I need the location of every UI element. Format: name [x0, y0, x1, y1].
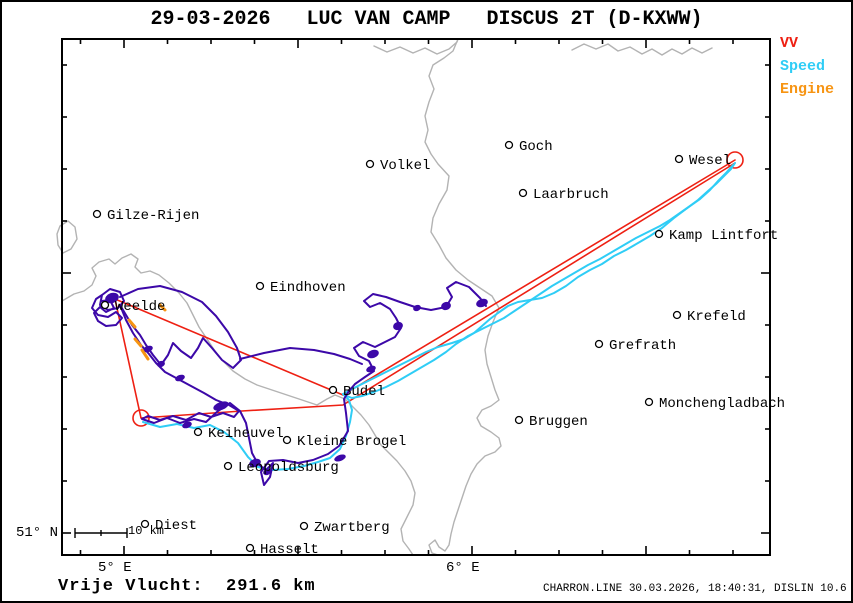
- town-marker: [299, 521, 309, 531]
- engine-segment: [158, 303, 167, 312]
- engine-segment: [133, 337, 143, 348]
- town-marker: [328, 385, 338, 395]
- axis-label-longitude-6e: 6° E: [446, 560, 480, 576]
- plot-title: 29-03-2026 LUC VAN CAMP DISCUS 2T (D-KXW…: [150, 8, 703, 31]
- town-label: Kamp Lintfort: [669, 228, 778, 244]
- thermal-knot: [393, 321, 403, 331]
- vv-leg-line: [114, 298, 142, 419]
- thermal-knot: [182, 421, 192, 429]
- gps-track-line: [239, 347, 363, 365]
- town-label: Wesel: [689, 153, 731, 169]
- town-marker: [504, 140, 514, 150]
- town-marker: [193, 427, 203, 437]
- map-border-line: [571, 43, 713, 56]
- town-marker: [365, 159, 375, 169]
- town-marker: [223, 461, 233, 471]
- town-marker: [514, 415, 524, 425]
- town-marker: [518, 188, 528, 198]
- town-marker: [672, 310, 682, 320]
- legend-vv: VV: [780, 35, 799, 52]
- gps-track-line: [119, 285, 242, 369]
- town-label: Leopoldsburg: [238, 460, 339, 476]
- engine-segment: [140, 348, 150, 361]
- plot-frame: [61, 38, 771, 556]
- map-border-line: [373, 38, 502, 556]
- thermal-knot: [105, 292, 119, 304]
- legend-speed: Speed: [780, 58, 826, 75]
- gps-track-line: [119, 281, 487, 486]
- town-label: Zwartberg: [314, 520, 390, 536]
- town-label: Grefrath: [609, 338, 676, 354]
- vv-leg-line: [114, 159, 736, 396]
- town-label: Goch: [519, 139, 553, 155]
- town-marker: [140, 519, 150, 529]
- town-label: Weelde: [115, 299, 165, 315]
- thermal-knot: [249, 458, 261, 468]
- town-label: Keiheuvel: [208, 426, 284, 442]
- town-marker: [255, 281, 265, 291]
- thermal-knot: [157, 360, 165, 368]
- thermal-knot: [263, 468, 271, 476]
- town-marker: [282, 435, 292, 445]
- town-label: Laarbruch: [533, 187, 609, 203]
- town-label: Budel: [343, 384, 385, 400]
- axis-label-latitude: 51° N: [16, 525, 59, 541]
- town-marker: [92, 209, 102, 219]
- town-label: Gilze-Rijen: [107, 208, 199, 224]
- legend-engine: Engine: [780, 81, 835, 98]
- thermal-knot: [476, 298, 488, 308]
- speed-trace-line: [142, 393, 353, 471]
- town-label: Bruggen: [529, 414, 588, 430]
- town-marker: [654, 229, 664, 239]
- map-border-line: [56, 220, 78, 254]
- town-marker: [245, 543, 255, 553]
- town-marker: [100, 300, 110, 310]
- thermal-knot: [413, 304, 421, 312]
- turnpoint-circle: [132, 409, 150, 427]
- thermal-knot: [334, 454, 346, 462]
- thermal-knot: [213, 401, 229, 411]
- thermal-knot: [143, 345, 153, 353]
- town-label: Eindhoven: [270, 280, 346, 296]
- turnpoint-circle: [726, 151, 744, 169]
- town-label: Krefeld: [687, 309, 746, 325]
- town-label: Volkel: [380, 158, 430, 174]
- town-label: Diest: [155, 518, 197, 534]
- vv-leg-line: [140, 162, 736, 419]
- town-label: Monchengladbach: [659, 396, 785, 412]
- town-marker: [674, 154, 684, 164]
- town-marker: [644, 397, 654, 407]
- scale-bar-label: 10 km: [128, 524, 165, 538]
- thermal-knot: [175, 374, 185, 382]
- free-flight-distance: Vrije Vlucht: 291.6 km: [58, 577, 316, 596]
- engine-segment: [127, 318, 137, 329]
- thermal-knot: [366, 365, 376, 373]
- axis-label-longitude-5e: 5° E: [98, 560, 132, 576]
- credit-line: CHARRON.LINE 30.03.2026, 18:40:31, DISLI…: [543, 583, 847, 595]
- town-marker: [594, 339, 604, 349]
- map-border-line: [61, 253, 416, 556]
- thermal-knot: [367, 349, 379, 359]
- town-label: Kleine Brogel: [297, 434, 406, 450]
- thermal-knot: [441, 301, 451, 311]
- speed-trace-line: [343, 164, 734, 399]
